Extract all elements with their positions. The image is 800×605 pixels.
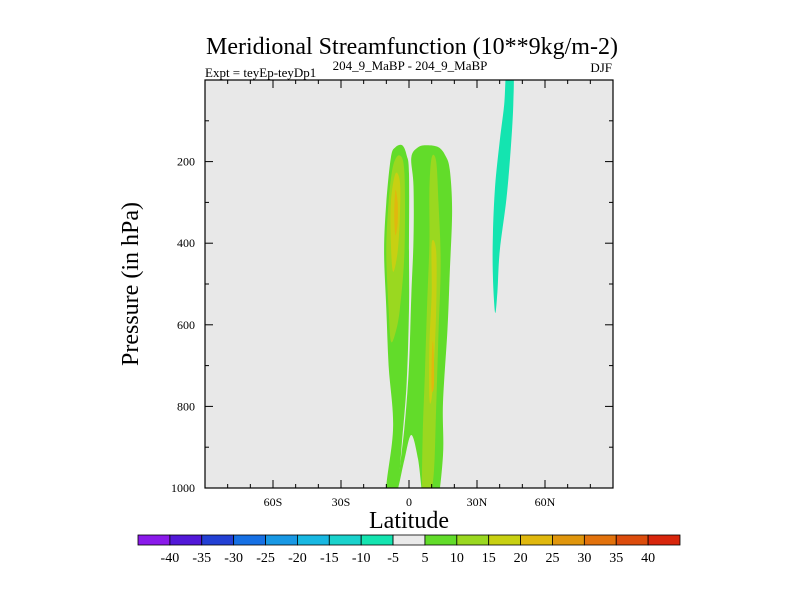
x-tick-label: 30S [332, 495, 351, 509]
colorbar-label: -30 [224, 551, 243, 566]
colorbar-swatch [297, 534, 330, 546]
x-axis-label: Latitude [369, 508, 449, 534]
contour-layer [384, 80, 514, 488]
subtitle-right: DJF [590, 60, 612, 75]
colorbar-swatch [169, 534, 203, 546]
colorbar-label: -40 [161, 551, 180, 566]
y-axis-label: Pressure (in hPa) [118, 202, 144, 366]
colorbar-swatch [424, 534, 458, 546]
colorbar-label: -20 [288, 551, 307, 566]
colorbar-swatch [456, 534, 490, 546]
y-tick-label: 1000 [171, 481, 195, 495]
contour-region-northern-jet-negative [492, 80, 514, 313]
y-tick-label: 400 [177, 236, 195, 250]
y-tick-label: 800 [177, 399, 195, 413]
contour-region-northern-cell-core [429, 239, 437, 404]
colorbar-swatch [488, 534, 521, 546]
x-tick-label: 60N [535, 495, 556, 509]
colorbar-label: 5 [421, 551, 428, 566]
y-tick-label: 600 [177, 318, 195, 332]
colorbar-label: 40 [641, 551, 655, 566]
colorbar-label: -35 [192, 551, 211, 566]
colorbar-label: 10 [450, 551, 464, 566]
x-axis: 60S 30S 0 30N 60N [227, 80, 591, 509]
subtitle-center: 204_9_MaBP - 204_9_MaBP [333, 58, 488, 73]
colorbar: -40 -35 -30 -25 -20 -15 -10 -5 5 10 15 20 25 30 35 40 [137, 534, 681, 566]
colorbar-label: 15 [482, 551, 496, 566]
colorbar-swatch [328, 534, 362, 546]
chart-title: Meridional Streamfunction (10**9kg/m-2) [206, 34, 618, 60]
colorbar-swatch [647, 534, 681, 546]
x-tick-label: 60S [264, 495, 283, 509]
colorbar-swatch [552, 534, 585, 546]
colorbar-swatch [392, 534, 426, 546]
colorbar-swatch [265, 534, 298, 546]
y-tick-label: 200 [177, 155, 195, 169]
subtitle-left: Expt = teyEp-teyDp1 [205, 65, 316, 80]
colorbar-label: -15 [320, 551, 339, 566]
x-tick-label: 30N [467, 495, 488, 509]
y-axis: 200 400 600 800 1000 [171, 79, 613, 495]
colorbar-swatch [233, 534, 266, 546]
colorbar-label: 25 [545, 551, 559, 566]
contour-region-northern-cell-max [431, 341, 435, 393]
colorbar-label: 35 [609, 551, 623, 566]
colorbar-swatch [137, 534, 171, 546]
colorbar-swatch [615, 534, 649, 546]
colorbar-swatch [360, 534, 394, 546]
colorbar-swatch [520, 534, 553, 546]
colorbar-swatch [201, 534, 235, 546]
contour-region-southern-cell-max [394, 189, 398, 236]
colorbar-label: 20 [514, 551, 528, 566]
colorbar-label: 30 [577, 551, 591, 566]
x-tick-label: 0 [406, 495, 412, 509]
colorbar-label: -25 [256, 551, 275, 566]
colorbar-label: -10 [352, 551, 371, 566]
colorbar-swatch [583, 534, 617, 546]
colorbar-label: -5 [387, 551, 399, 566]
